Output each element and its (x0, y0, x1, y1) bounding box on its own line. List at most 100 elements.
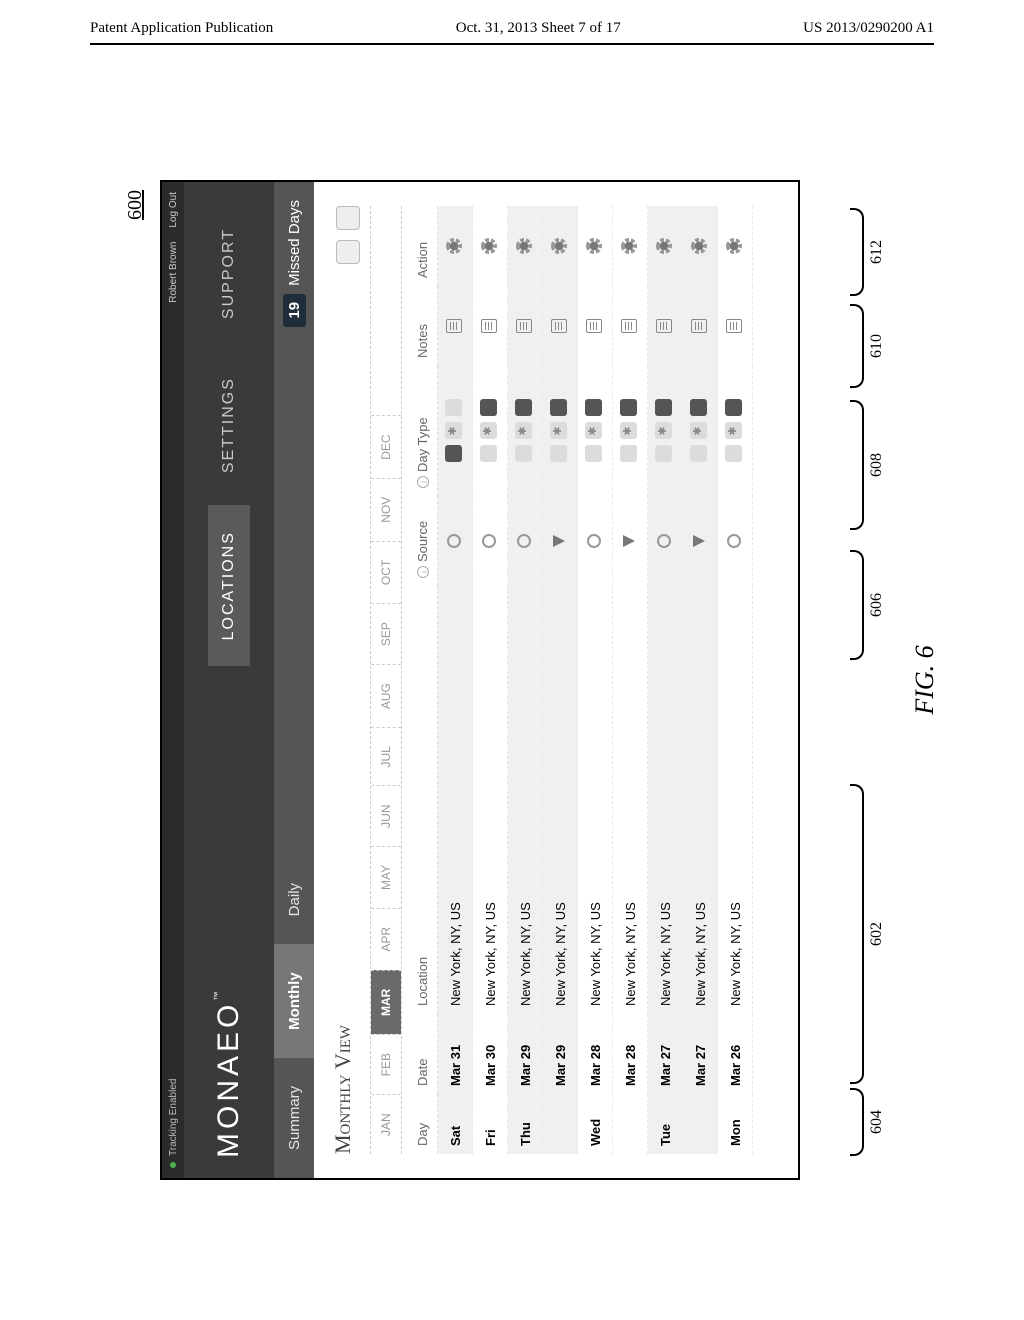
daytype-option-0[interactable] (515, 446, 532, 463)
month-tab-apr[interactable]: APR (371, 908, 401, 970)
cell-location: New York, NY, US (473, 586, 508, 1014)
daytype-option-0[interactable] (445, 446, 462, 463)
cell-date: Mar 28 (578, 1014, 613, 1094)
circle-icon (587, 534, 601, 548)
cell-action[interactable] (473, 206, 508, 286)
gear-icon (551, 238, 567, 254)
daytype-option-2[interactable] (725, 400, 742, 417)
logout-link[interactable]: Log Out (168, 192, 179, 228)
cell-day: Sat (438, 1094, 473, 1154)
month-tab-nov[interactable]: NOV (371, 478, 401, 541)
daytype-option-0[interactable] (620, 446, 637, 463)
cell-location: New York, NY, US (718, 586, 753, 1014)
cell-notes[interactable] (683, 286, 718, 366)
daytype-option-0[interactable] (550, 446, 567, 463)
daytype-option-2[interactable] (515, 400, 532, 417)
month-tab-jul[interactable]: JUL (371, 727, 401, 785)
cell-daytype[interactable] (683, 366, 718, 496)
cell-daytype[interactable] (648, 366, 683, 496)
month-tab-sep[interactable]: SEP (371, 603, 401, 664)
cell-date: Mar 27 (683, 1014, 718, 1094)
cell-notes[interactable] (613, 286, 648, 366)
daytype-option-2[interactable] (550, 400, 567, 417)
daytype-option-1[interactable] (690, 423, 707, 440)
daytype-option-0[interactable] (480, 446, 497, 463)
cell-notes[interactable] (648, 286, 683, 366)
daytype-option-2[interactable] (445, 400, 462, 417)
table-row: Mar 29New York, NY, US (543, 206, 578, 1154)
cell-daytype[interactable] (578, 366, 613, 496)
daytype-option-2[interactable] (620, 400, 637, 417)
daytype-option-1[interactable] (515, 423, 532, 440)
user-name-link[interactable]: Robert Brown (168, 242, 179, 303)
cell-daytype[interactable] (473, 366, 508, 496)
daytype-option-1[interactable] (620, 423, 637, 440)
note-icon (726, 319, 742, 333)
ref-610: 610 (850, 304, 886, 388)
daytype-option-0[interactable] (725, 446, 742, 463)
cell-action[interactable] (543, 206, 578, 286)
daytype-option-0[interactable] (585, 446, 602, 463)
subtab-summary[interactable]: Summary (274, 1058, 314, 1178)
daytype-option-1[interactable] (480, 423, 497, 440)
cell-daytype[interactable] (613, 366, 648, 496)
app-header: MONAEO™ LOCATIONSSETTINGSSUPPORT (184, 182, 274, 1178)
gear-icon (656, 238, 672, 254)
cell-daytype[interactable] (543, 366, 578, 496)
daytype-option-2[interactable] (655, 400, 672, 417)
tracking-status-dot-icon (170, 1162, 176, 1168)
reference-numerals: 604602606608610612 (850, 180, 900, 1180)
cell-action[interactable] (438, 206, 473, 286)
daytype-option-1[interactable] (725, 423, 742, 440)
month-tab-jan[interactable]: JAN (371, 1094, 401, 1154)
subtab-monthly[interactable]: Monthly (274, 944, 314, 1058)
gear-icon (726, 238, 742, 254)
month-tab-jun[interactable]: JUN (371, 786, 401, 846)
daytype-option-1[interactable] (585, 423, 602, 440)
toolbar-button-2[interactable] (336, 206, 360, 230)
month-tab-may[interactable]: MAY (371, 846, 401, 908)
month-tab-mar[interactable]: MAR (371, 970, 401, 1034)
month-tab-aug[interactable]: AUG (371, 664, 401, 727)
ref-604: 604 (850, 1088, 886, 1156)
cell-notes[interactable] (718, 286, 753, 366)
cell-daytype[interactable] (438, 366, 473, 496)
month-tab-dec[interactable]: DEC (371, 415, 401, 477)
cell-notes[interactable] (508, 286, 543, 366)
cell-action[interactable] (718, 206, 753, 286)
cell-notes[interactable] (473, 286, 508, 366)
cell-daytype[interactable] (508, 366, 543, 496)
nav-tab-support[interactable]: SUPPORT (208, 202, 250, 345)
cell-action[interactable] (648, 206, 683, 286)
note-icon (551, 319, 567, 333)
circle-icon (657, 534, 671, 548)
toolbar-button-1[interactable] (336, 240, 360, 264)
cell-action[interactable] (683, 206, 718, 286)
daytype-option-1[interactable] (445, 423, 462, 440)
table-row: SatMar 31New York, NY, US (438, 206, 473, 1154)
daytype-option-0[interactable] (690, 446, 707, 463)
daytype-option-2[interactable] (690, 400, 707, 417)
daytype-option-1[interactable] (550, 423, 567, 440)
daytype-option-0[interactable] (655, 446, 672, 463)
cell-notes[interactable] (578, 286, 613, 366)
daytype-option-1[interactable] (655, 423, 672, 440)
nav-tab-settings[interactable]: SETTINGS (208, 351, 250, 499)
month-tab-oct[interactable]: OCT (371, 541, 401, 603)
nav-tab-locations[interactable]: LOCATIONS (208, 505, 250, 666)
cell-notes[interactable] (438, 286, 473, 366)
cell-notes[interactable] (543, 286, 578, 366)
cell-action[interactable] (578, 206, 613, 286)
cell-daytype[interactable] (718, 366, 753, 496)
daytype-option-2[interactable] (585, 400, 602, 417)
subtab-daily[interactable]: Daily (274, 855, 314, 944)
cell-action[interactable] (613, 206, 648, 286)
missed-days-indicator[interactable]: 19 Missed Days (274, 182, 314, 345)
figure-wrap: 600 Tracking Enabled Robert Brown Log Ou… (160, 180, 860, 1180)
month-tab-feb[interactable]: FEB (371, 1034, 401, 1094)
cell-action[interactable] (508, 206, 543, 286)
col-date: Date (408, 1014, 438, 1094)
patent-page-header: Patent Application Publication Oct. 31, … (0, 0, 1024, 43)
daytype-option-2[interactable] (480, 400, 497, 417)
note-icon (586, 319, 602, 333)
